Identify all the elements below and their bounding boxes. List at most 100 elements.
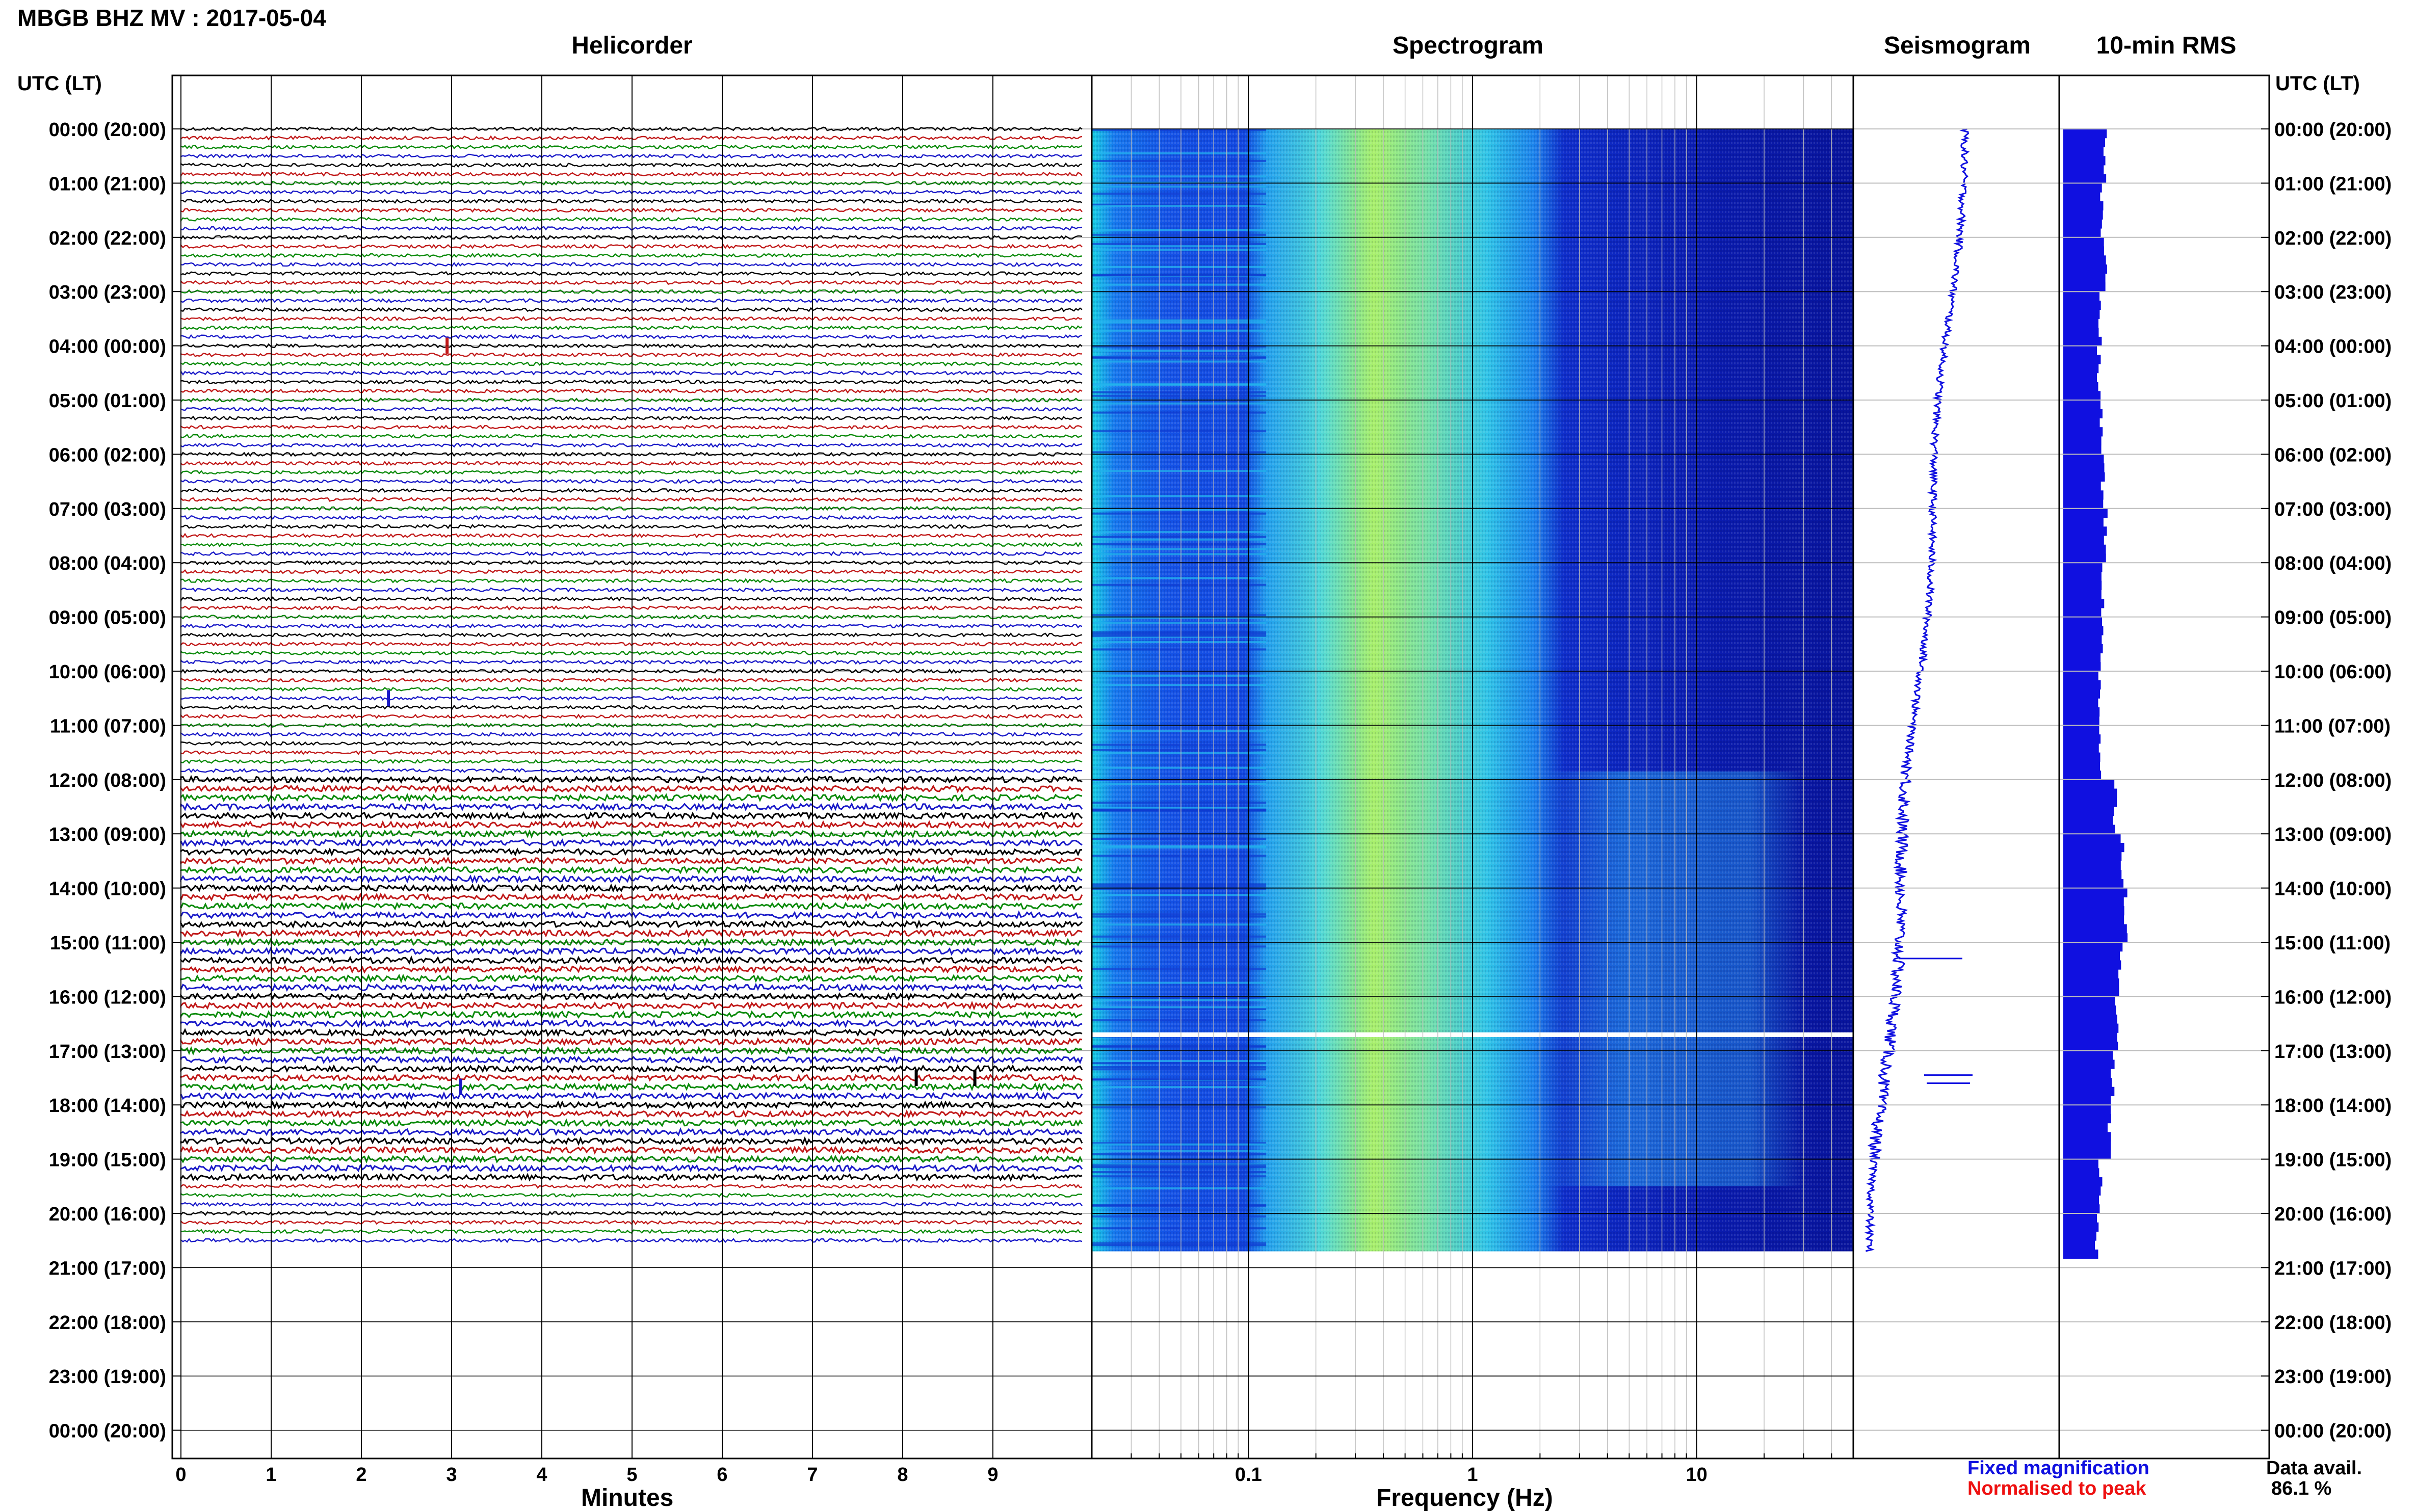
helicorder-trace (180, 668, 1083, 675)
rms-bar (2063, 228, 2101, 238)
helicorder-trace (180, 1238, 1083, 1243)
spectrogram-streak (1092, 744, 1267, 746)
helicorder-trace (180, 1019, 1083, 1028)
rms-bar (2063, 481, 2101, 491)
hour-label-right: 00:00 (20:00) (2274, 119, 2392, 141)
helicorder-trace (180, 1192, 1083, 1198)
spectrogram-streak (1092, 1068, 1267, 1071)
helicorder-trace (180, 1145, 1083, 1155)
helicorder-trace (180, 1211, 1083, 1216)
rms-bar (2063, 1113, 2111, 1124)
spectrogram-streak (1092, 752, 1267, 755)
spectrogram-title: Spectrogram (1392, 32, 1544, 59)
hour-label-right: 19:00 (15:00) (2274, 1150, 2392, 1171)
rms-bar (2063, 716, 2099, 726)
spectrogram-streak (1092, 548, 1267, 550)
rms-bar (2063, 445, 2102, 455)
spectrogram-streak (1092, 553, 1267, 555)
spectrogram-streak (1092, 538, 1267, 541)
minutes-tick-label: 7 (807, 1464, 818, 1486)
rms-bar (2063, 861, 2121, 870)
helicorder-trace (180, 641, 1083, 647)
helicorder-trace (180, 1037, 1083, 1047)
spectrogram-streak (1092, 1175, 1267, 1178)
rms-bar (2063, 544, 2106, 554)
spectrogram-streak (1092, 345, 1267, 348)
spectrogram-streak (1092, 357, 1267, 359)
hour-label-left: 00:00 (20:00) (49, 119, 166, 141)
spectrogram-streak (1092, 391, 1267, 393)
hour-label-right: 14:00 (10:00) (2274, 879, 2392, 900)
helicorder-trace (180, 946, 1083, 957)
helicorder-trace (180, 874, 1083, 884)
rms-bar (2063, 707, 2100, 717)
spectrogram-streak (1092, 1187, 1267, 1189)
minutes-tick-label: 8 (897, 1464, 908, 1486)
hour-label-right: 05:00 (01:00) (2274, 390, 2392, 412)
hour-label-left: 22:00 (18:00) (49, 1312, 166, 1334)
rms-bar (2063, 1141, 2111, 1151)
helicorder-trace (180, 425, 1083, 430)
rms-bar (2063, 319, 2098, 328)
spectrogram-streak (1092, 634, 1267, 637)
helicorder-trace (180, 388, 1083, 394)
spectrogram-streak (1092, 1060, 1267, 1063)
spectrogram-streak (1092, 233, 1267, 236)
spectrogram-streak (1092, 614, 1267, 617)
utc-heading-left: UTC (LT) (17, 72, 102, 95)
helicorder-trace (180, 1163, 1083, 1173)
rms-bar (2063, 553, 2106, 563)
spectrogram-streak (1092, 968, 1267, 970)
helicorder-trace (180, 1055, 1083, 1065)
rms-bar (2063, 1177, 2103, 1187)
helicorder-trace (180, 442, 1083, 448)
spectrogram-streak (1092, 203, 1267, 206)
hour-label-left: 17:00 (13:00) (49, 1041, 166, 1063)
spectrogram-streak (1092, 1242, 1267, 1244)
rms-bar (2063, 382, 2098, 391)
rms-bar (2063, 517, 2104, 527)
spectrogram-streak (1092, 1006, 1267, 1009)
hour-label-left: 16:00 (12:00) (49, 987, 166, 1008)
rms-bar (2063, 1014, 2117, 1024)
helicorder-trace (180, 1028, 1083, 1038)
spectrogram-streak (1092, 809, 1267, 812)
helicorder-trace (180, 856, 1083, 866)
helicorder-trace (180, 723, 1083, 728)
spectrogram-streak (1092, 394, 1267, 397)
helicorder-trace (180, 775, 1083, 784)
hour-label-left: 15:00 (11:00) (50, 933, 166, 954)
rms-bar (2063, 942, 2123, 952)
helicorder-trace (180, 928, 1083, 938)
seismogram-panel (1863, 128, 1973, 1252)
helicorder-trace (180, 171, 1083, 178)
rms-bar (2063, 815, 2113, 825)
hour-label-right: 22:00 (18:00) (2274, 1312, 2392, 1334)
helicorder-trace (180, 461, 1083, 466)
spectrogram-streak (1092, 266, 1267, 268)
spectrogram-streak (1092, 749, 1267, 751)
spectrogram-streak (1092, 1019, 1267, 1022)
hour-label-left: 13:00 (09:00) (49, 824, 166, 845)
spectrogram-streak (1092, 1086, 1267, 1089)
rms-bar (2063, 264, 2107, 274)
hour-label-left: 02:00 (22:00) (49, 228, 166, 249)
spectrogram-streak (1092, 999, 1267, 1001)
rms-bar (2063, 400, 2100, 410)
rms-bar (2063, 1204, 2100, 1214)
helicorder-trace (180, 1118, 1083, 1128)
helicorder-trace (180, 1091, 1083, 1101)
rms-bar (2063, 888, 2128, 897)
helicorder-trace (180, 1183, 1083, 1189)
spectrogram-panel: 0.1 1 10 (1091, 75, 1854, 1486)
rms-bar (2063, 1005, 2116, 1015)
rms-bar (2063, 526, 2107, 536)
spectrogram-streak (1092, 185, 1267, 188)
spectrogram-streak (1092, 1142, 1267, 1145)
helicorder-trace (180, 1000, 1083, 1011)
spectrogram-streak (1092, 129, 1267, 131)
rms-bar (2063, 165, 2104, 175)
helicorder-trace (180, 1064, 1083, 1074)
rms-bar (2063, 309, 2100, 319)
spectrogram-streak (1092, 1078, 1267, 1081)
